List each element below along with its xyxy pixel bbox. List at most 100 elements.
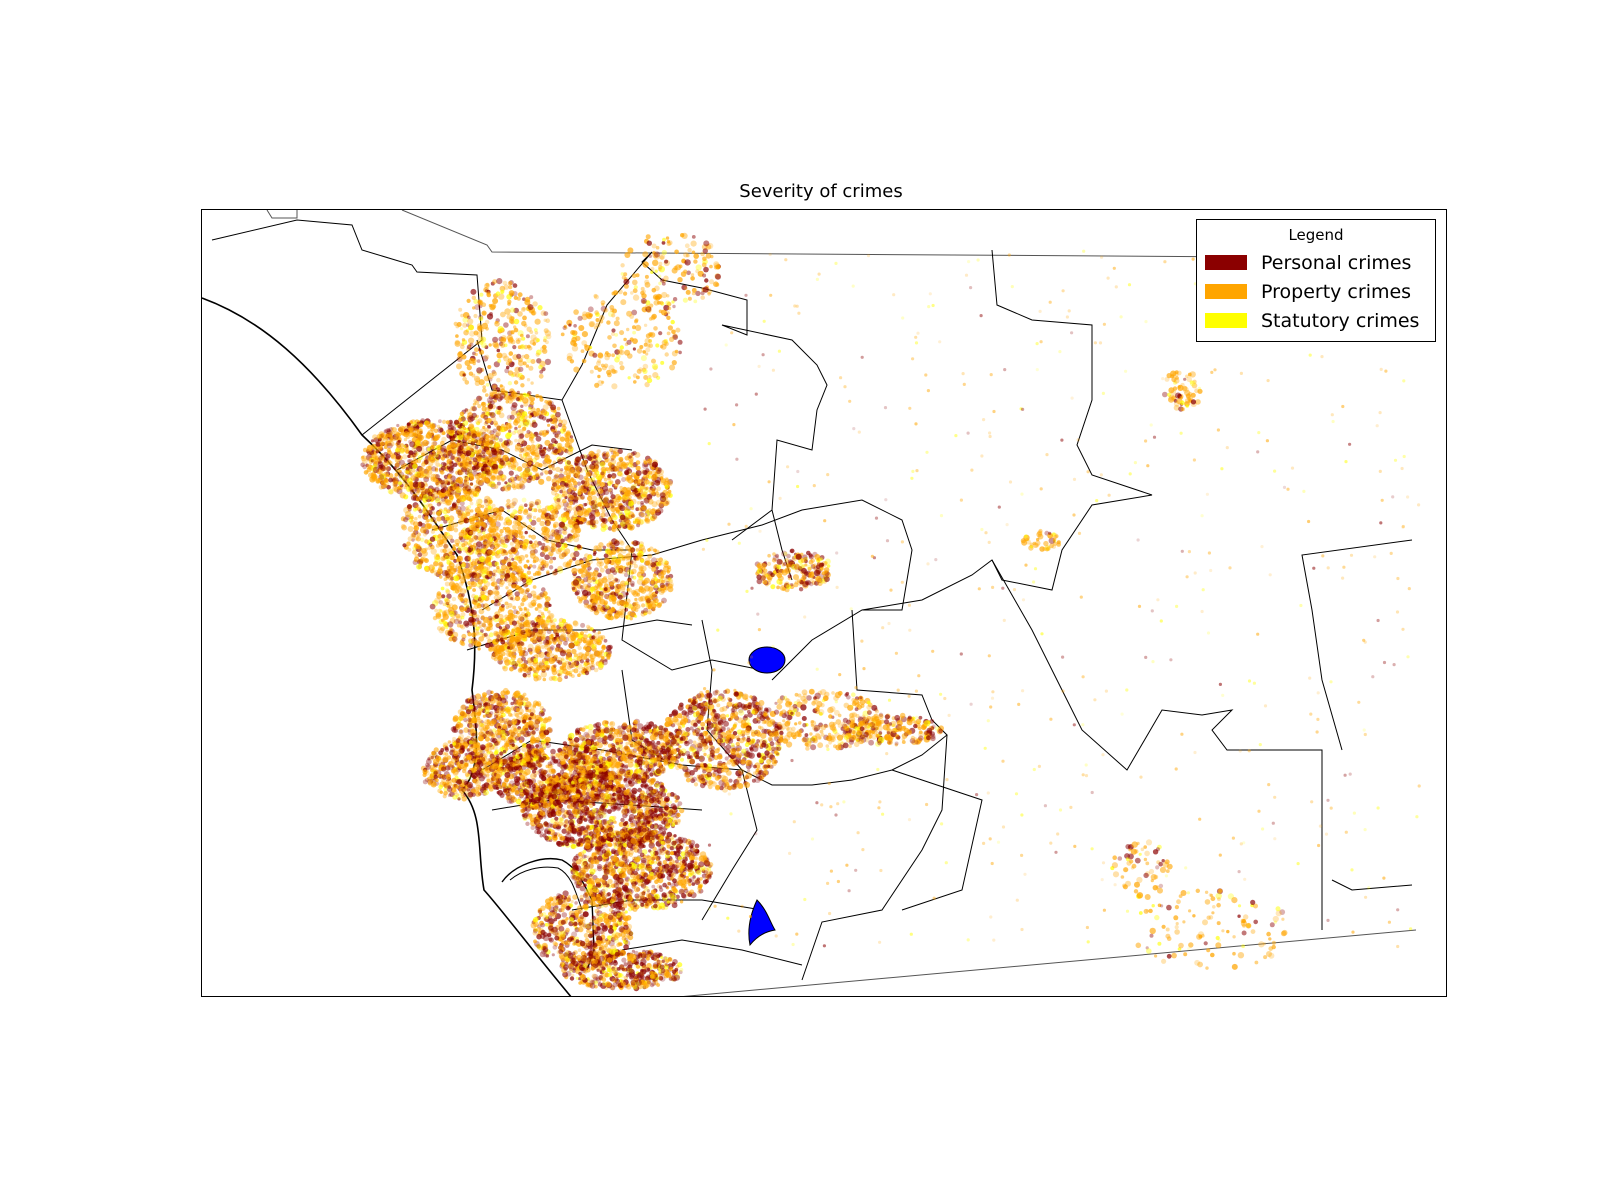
crime-point: [607, 653, 612, 658]
crime-point: [503, 440, 509, 446]
crime-point: [545, 596, 551, 602]
crime-point: [581, 563, 587, 569]
crime-point: [521, 577, 527, 583]
crime-point: [517, 649, 523, 654]
crime-point: [623, 506, 628, 511]
crime-point: [513, 609, 519, 615]
crime-point: [468, 423, 475, 430]
crime-point: [494, 561, 500, 567]
crime-point: [592, 552, 596, 556]
crime-point: [408, 450, 414, 456]
crime-point: [551, 570, 557, 576]
crime-point: [456, 449, 464, 456]
crime-point: [565, 512, 570, 517]
crime-point: [552, 460, 556, 464]
crime-point: [587, 554, 593, 561]
crime-point: [519, 641, 525, 647]
crime-point: [658, 501, 665, 508]
crime-point: [535, 646, 541, 652]
crime-point: [645, 474, 650, 479]
crime-point: [461, 543, 466, 548]
crime-point: [423, 469, 430, 475]
crime-point: [482, 461, 487, 466]
crime-point: [463, 479, 469, 485]
crime-point: [574, 495, 579, 501]
crime-point: [531, 466, 536, 470]
crime-point: [584, 646, 591, 652]
crime-point: [648, 482, 653, 487]
crime-point: [546, 522, 551, 527]
crime-point: [541, 615, 546, 619]
crime-point: [448, 466, 454, 472]
crime-point: [506, 589, 513, 596]
crime-point: [422, 439, 429, 447]
crime-point: [655, 590, 659, 594]
crime-point: [525, 393, 530, 398]
crime-point: [477, 647, 481, 651]
crime-point: [642, 579, 648, 585]
crime-point: [423, 558, 429, 564]
crime-point: [407, 547, 412, 552]
crime-point: [547, 610, 551, 614]
crime-point: [551, 437, 557, 444]
crime-point: [526, 559, 530, 563]
crime-point: [527, 593, 533, 599]
crime-point: [648, 487, 656, 494]
crime-point: [554, 536, 561, 543]
crime-point: [431, 441, 437, 447]
crime-point: [625, 592, 629, 596]
crime-point: [482, 565, 486, 570]
crime-point: [507, 529, 513, 536]
crime-point: [622, 463, 628, 469]
crime-point: [635, 557, 640, 561]
crime-point: [540, 671, 547, 678]
crime-point: [544, 554, 550, 560]
crime-point: [450, 437, 456, 442]
map-frame[interactable]: Legend Personal crimes Property crimes S…: [201, 209, 1447, 997]
crime-point: [505, 487, 509, 492]
crime-point: [412, 530, 416, 535]
crime-point: [482, 438, 489, 445]
crime-point: [488, 509, 493, 513]
crime-point: [460, 641, 466, 647]
crime-point: [428, 495, 433, 500]
crime-point: [518, 554, 525, 561]
crime-point: [624, 615, 629, 619]
crime-point: [583, 662, 588, 667]
crime-point: [586, 562, 590, 566]
crime-point: [412, 481, 419, 488]
crime-point: [589, 597, 595, 603]
crime-point: [412, 427, 417, 432]
crime-point: [558, 553, 565, 560]
crime-point: [628, 455, 632, 459]
crime-point: [412, 463, 418, 469]
crime-point: [467, 505, 472, 509]
crime-point: [535, 435, 542, 442]
crime-point: [499, 460, 506, 466]
crime-point: [578, 652, 584, 658]
crime-point: [467, 632, 472, 637]
crime-point: [651, 474, 658, 481]
crime-point: [568, 642, 575, 649]
crime-point: [436, 593, 443, 600]
crime-point: [601, 577, 608, 584]
crime-point: [660, 570, 666, 576]
crime-point: [488, 471, 493, 476]
crime-point: [389, 434, 393, 438]
crime-point: [606, 595, 610, 600]
crime-point: [543, 526, 549, 531]
crime-point: [522, 470, 529, 477]
crime-point: [634, 588, 641, 595]
crime-point: [632, 450, 637, 456]
crime-point: [388, 477, 393, 483]
crime-point: [640, 485, 644, 490]
crime-point: [414, 458, 419, 463]
crime-point: [460, 577, 466, 584]
crime-point: [583, 568, 588, 574]
crime-point: [399, 459, 405, 466]
crime-point: [574, 591, 579, 596]
crime-point: [614, 588, 620, 594]
map-canvas[interactable]: [202, 210, 1447, 997]
crime-point: [531, 638, 537, 644]
crime-point: [625, 553, 632, 560]
